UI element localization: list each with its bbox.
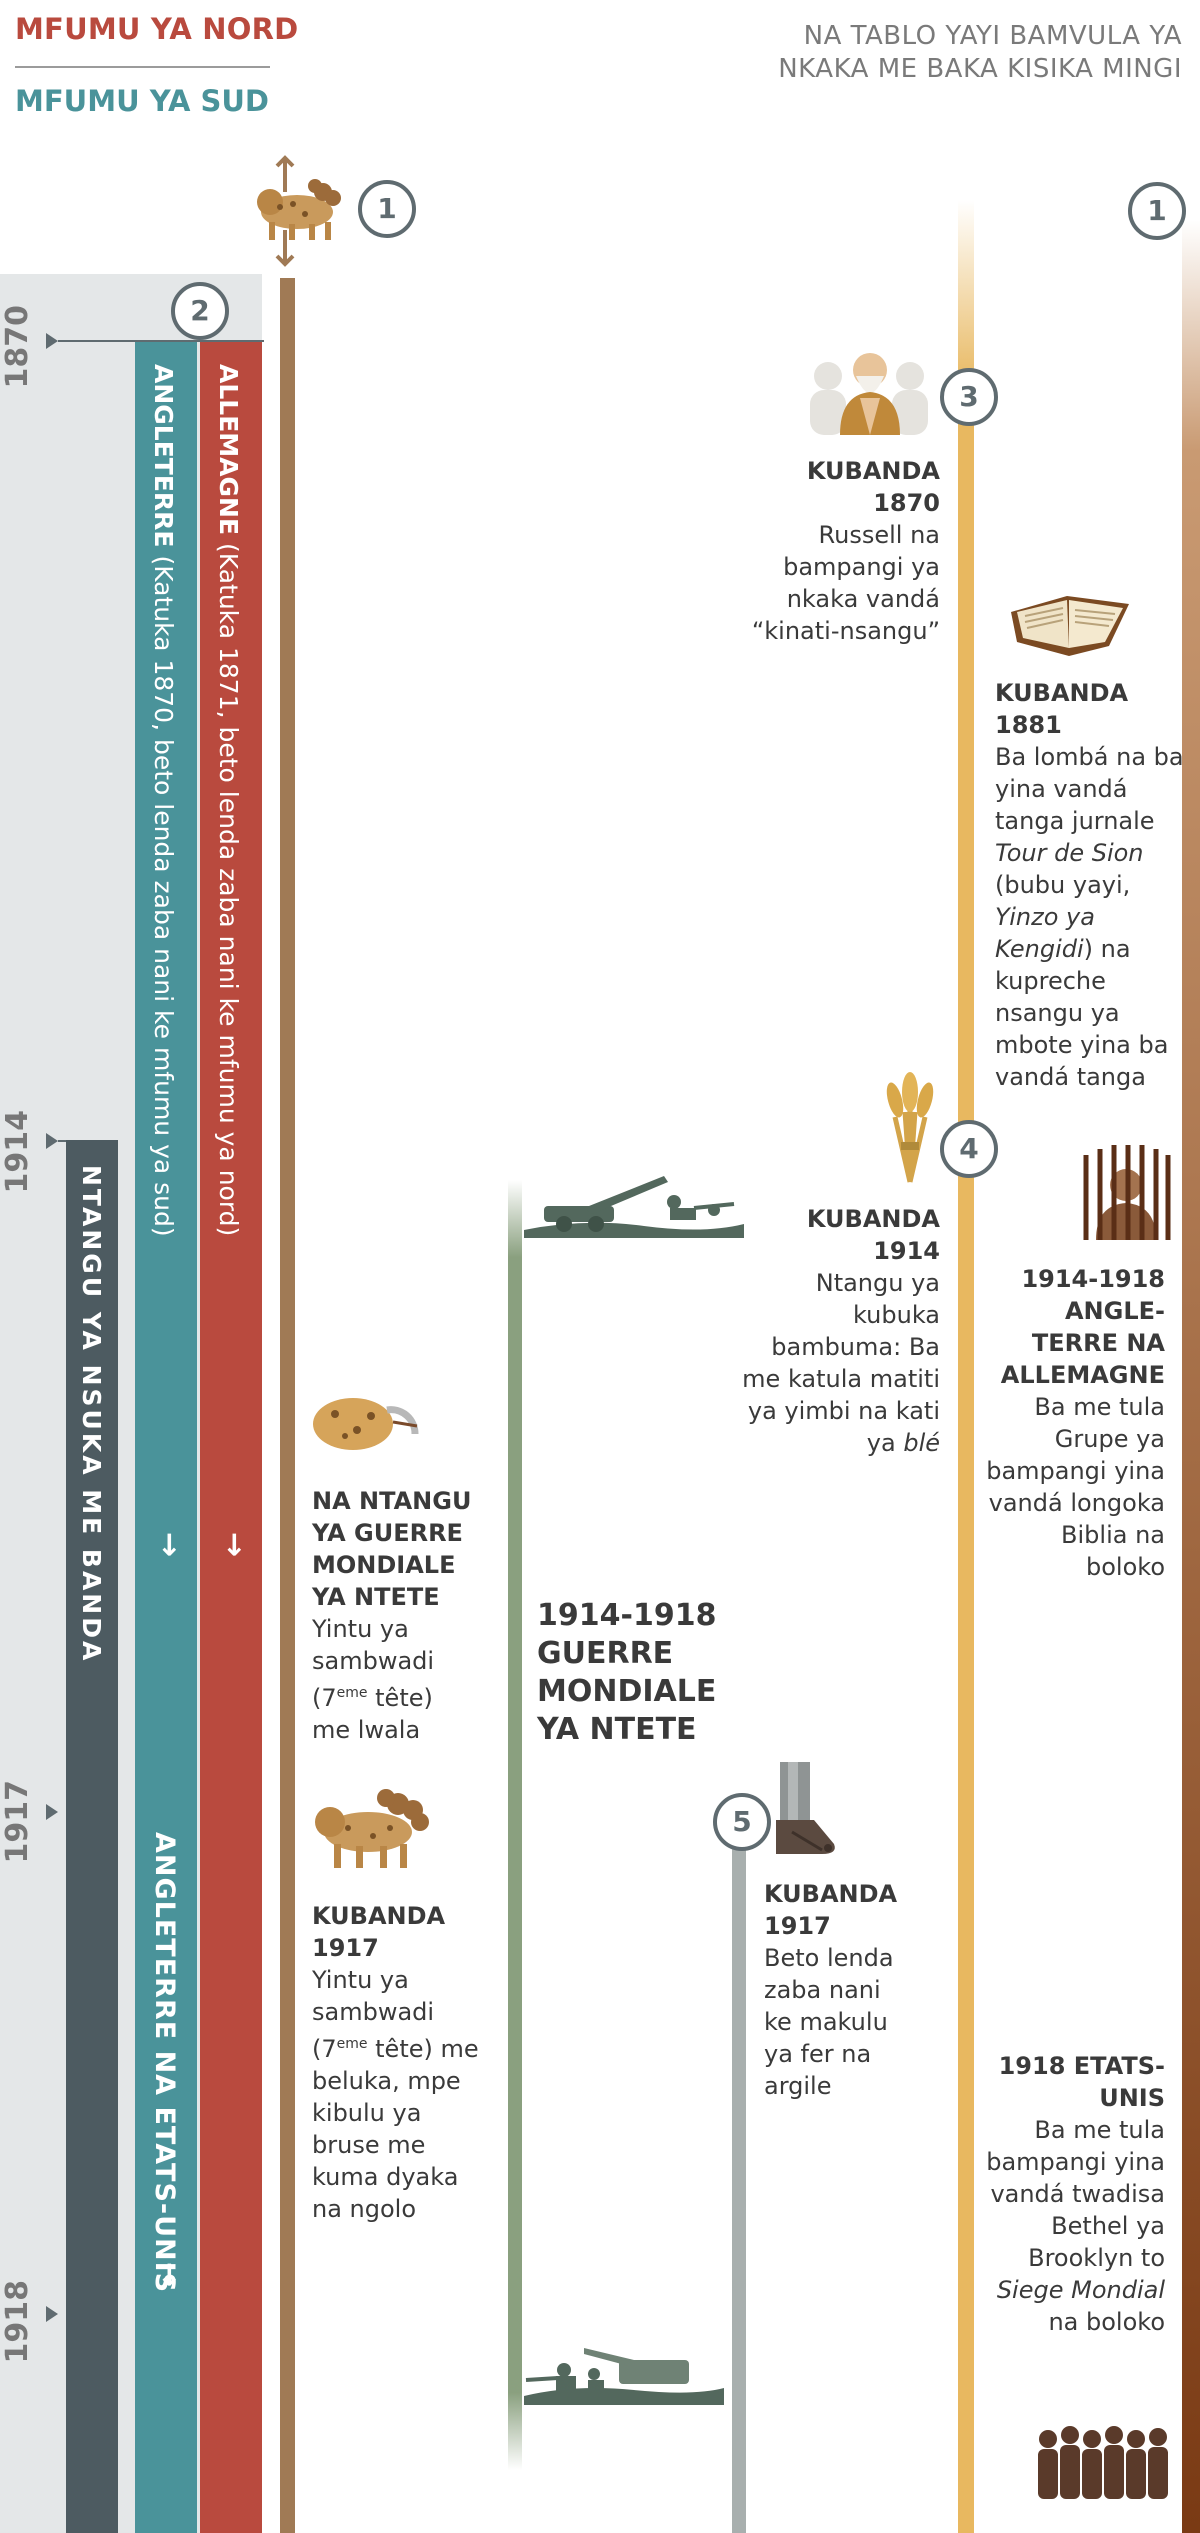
year-1914-pointer <box>46 1133 58 1149</box>
russell-event-title: KUBANDA 1870 <box>806 457 940 517</box>
year-1918-pointer <box>46 2306 58 2322</box>
beast-timeline <box>280 278 295 2533</box>
feet-event-body: Beto lenda zaba nani ke makulu ya fer na… <box>764 1944 894 2100</box>
tour-de-sion-event-title: KUBANDA 1881 <box>995 679 1129 739</box>
feet-iron-clay-icon <box>762 1762 852 1862</box>
angleterre-bar: ANGLETERRE (Katuka 1870, beto lenda zaba… <box>135 342 197 2533</box>
wounded-beast-icon <box>305 1380 425 1460</box>
year-1870-pointer <box>46 333 58 349</box>
harvest-event-title: KUBANDA 1914 <box>806 1205 940 1265</box>
prison-event-title: 1914-1918 ANGLE-TERRE NA ALLEMAGNE <box>1000 1265 1165 1389</box>
war-title: 1914-1918 GUERRE MONDIALE YA NTETE <box>537 1598 717 1747</box>
beast-1917-event-body: Yintu ya sambwadi (7eme tête) me beluka,… <box>312 1966 479 2223</box>
harvest-event: KUBANDA 1914 Ntangu ya kubuka bambuma: B… <box>735 1203 940 1459</box>
allemagne-bar: ALLEMAGNE (Katuka 1871, beto lenda zaba … <box>200 342 262 2533</box>
year-1918: 1918 <box>0 2280 35 2364</box>
year-1917: 1917 <box>0 1780 35 1864</box>
feet-timeline <box>732 1830 746 2533</box>
soldiers-bottom-icon <box>524 2330 724 2405</box>
open-book-icon <box>1005 582 1135 662</box>
south-king-title: MFUMU YA SUD <box>15 84 269 118</box>
feet-event: KUBANDA 1917 Beto lenda zaba nani ke mak… <box>764 1878 904 2102</box>
year-1917-pointer <box>46 1804 58 1820</box>
angleterre-arrow-icon: → <box>152 1532 187 1558</box>
organization-timeline <box>1182 220 1200 2533</box>
anointed-timeline <box>958 200 974 2533</box>
marker-1-left: 1 <box>358 180 416 238</box>
marker-1-right: 1 <box>1128 182 1186 240</box>
year-1914: 1914 <box>0 1110 35 1194</box>
feet-event-title: KUBANDA 1917 <box>764 1880 898 1940</box>
angleterre-label: ANGLETERRE (Katuka 1870, beto lenda zaba… <box>149 364 178 1237</box>
allemagne-label: ALLEMAGNE (Katuka 1871, beto lenda zaba … <box>214 364 243 1237</box>
russell-event-body: Russell na bampangi ya nkaka vandá “kina… <box>751 521 940 645</box>
marker-4: 4 <box>940 1120 998 1178</box>
russell-event: KUBANDA 1870 Russell na bampangi ya nkak… <box>735 455 940 647</box>
year-1870-tick <box>58 340 264 342</box>
marker-3: 3 <box>940 368 998 426</box>
usa-event-body: Ba me tula bampangi yina vandá twadisa B… <box>986 2116 1165 2336</box>
tour-de-sion-event: KUBANDA 1881 Ba lombá na ba yina vandá t… <box>995 677 1185 1093</box>
beast-lion-icon <box>245 152 360 272</box>
beast-1917-event-title: KUBANDA 1917 <box>312 1902 446 1962</box>
usa-event-title: 1918 ETATS-UNIS <box>998 2052 1165 2112</box>
tour-de-sion-event-body: Ba lombá na ba yina vandá tanga jurnale … <box>995 743 1184 1091</box>
soldiers-top-icon <box>524 1168 744 1238</box>
usa-event: 1918 ETATS-UNIS Ba me tula bampangi yina… <box>985 2050 1165 2338</box>
wheat-sheaf-icon <box>875 1072 945 1187</box>
header-divider <box>15 66 270 68</box>
lion-1917-icon <box>298 1780 443 1880</box>
wound-event-title: NA NTANGU YA GUERRE MONDIALE YA NTETE <box>312 1487 472 1611</box>
marker-2: 2 <box>171 282 229 340</box>
prison-bars-icon <box>1078 1145 1173 1240</box>
brothers-group-icon <box>1030 2415 1180 2510</box>
year-1870: 1870 <box>0 305 35 389</box>
end-time-label: NTANGU YA NSUKA ME BANDA <box>77 1165 106 1664</box>
allemagne-arrow-icon: → <box>217 1532 252 1558</box>
angleterre-usa-arrow-icon: → <box>152 2262 187 2288</box>
angleterre-usa-label: ANGLETERRE NA ETATS-UNIS <box>149 1832 180 2294</box>
north-king-title: MFUMU YA NORD <box>15 12 299 46</box>
beast-1917-event: KUBANDA 1917 Yintu ya sambwadi (7eme têt… <box>312 1900 487 2225</box>
war-timeline <box>508 1180 522 2470</box>
prison-event: 1914-1918 ANGLE-TERRE NA ALLEMAGNE Ba me… <box>985 1263 1165 1583</box>
prison-event-body: Ba me tula Grupe ya bampangi yina vandá … <box>986 1393 1165 1581</box>
russell-portrait-icon <box>800 340 940 435</box>
right-column-title: NA TABLO YAYI BAMVULA YA NKAKA ME BAKA K… <box>778 21 1182 84</box>
marker-5: 5 <box>713 1793 771 1851</box>
harvest-event-body: Ntangu ya kubuka bambuma: Ba me katula m… <box>742 1269 940 1457</box>
end-time-bar: NTANGU YA NSUKA ME BANDA <box>66 1140 118 2533</box>
wound-event-body: Yintu ya sambwadi (7eme tête) me lwala <box>312 1615 435 1744</box>
wound-event: NA NTANGU YA GUERRE MONDIALE YA NTETE Yi… <box>312 1485 472 1746</box>
